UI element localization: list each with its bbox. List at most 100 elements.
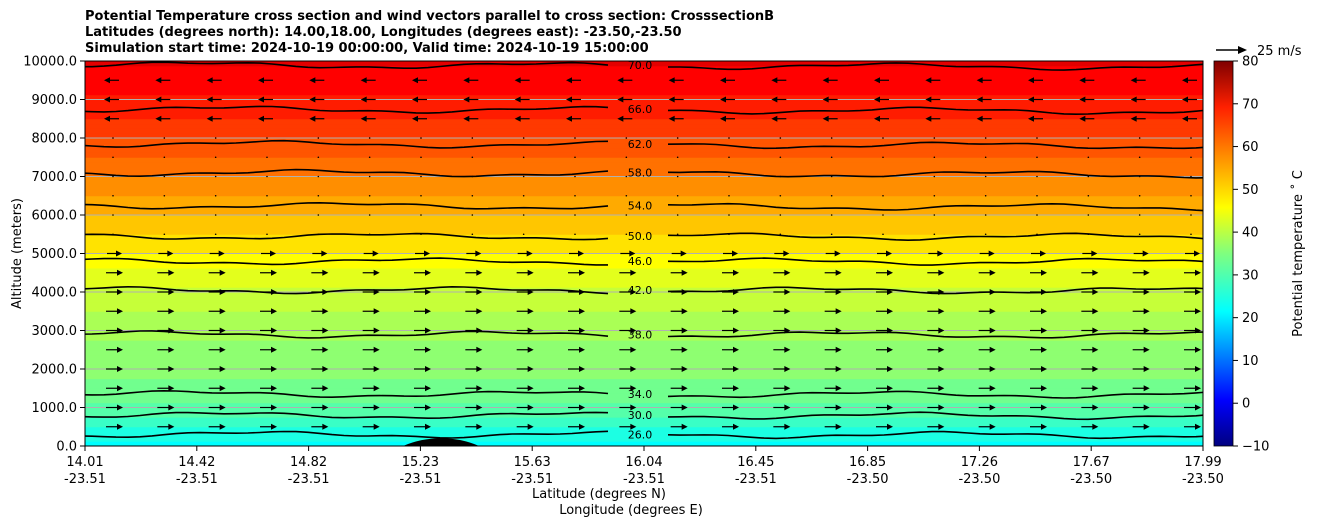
wind-vector-head	[425, 404, 431, 411]
wind-vector-head	[168, 346, 175, 353]
wind-vector-head	[322, 385, 329, 392]
wind-vector-dot	[625, 194, 628, 197]
wind-vector-head	[322, 346, 329, 353]
temperature-band	[85, 344, 1203, 351]
temperature-band	[85, 118, 1203, 125]
wind-vector-dot	[522, 194, 525, 197]
wind-vector-head	[976, 115, 983, 122]
wind-vector-dot	[266, 214, 268, 216]
wind-vector-head	[629, 250, 636, 257]
temperature-band	[85, 258, 1203, 264]
wind-vector-head	[681, 346, 688, 353]
colorbar	[1213, 60, 1234, 447]
wind-vector-head	[271, 423, 277, 430]
wind-vector-head	[630, 269, 637, 276]
temperature-band	[85, 267, 1203, 274]
wind-vector-head	[887, 308, 893, 315]
wind-vector-dot	[1138, 214, 1141, 216]
temperature-band	[85, 287, 1203, 293]
wind-vector-head	[1092, 289, 1099, 295]
wind-vector-head	[1182, 77, 1188, 84]
colorbar-tick-label: 50	[1242, 183, 1259, 198]
temperature-band	[85, 417, 1203, 423]
wind-vector-head	[1142, 250, 1149, 257]
wind-vector-dot	[676, 156, 679, 159]
wind-vector-head	[1143, 366, 1150, 372]
wind-vector-head	[373, 269, 380, 276]
wind-vector-dot	[933, 194, 936, 197]
wind-vector-dot	[1190, 156, 1192, 159]
wind-vector-head	[989, 385, 996, 392]
wind-vector-head	[527, 404, 534, 411]
wind-vector-dot	[420, 175, 422, 178]
wind-vector-head	[822, 77, 829, 84]
contour-line	[667, 411, 1203, 421]
wind-vector-dot	[728, 214, 730, 216]
wind-vector-dot	[984, 156, 987, 159]
wind-vector-head	[630, 346, 637, 353]
wind-vector-head	[835, 423, 842, 430]
wind-vector-dot	[625, 233, 628, 236]
wind-vector-head	[219, 385, 226, 392]
wind-vector-dot	[368, 194, 371, 197]
wind-vector-head	[835, 385, 842, 392]
wind-vector-head	[476, 366, 483, 372]
wind-vector-dot	[420, 156, 422, 159]
wind-vector-head	[938, 423, 945, 430]
contour-line	[85, 285, 609, 295]
wind-vector-head	[425, 346, 431, 353]
wind-vector-dot	[625, 214, 628, 216]
x-tick-label-lat: 14.42	[178, 455, 215, 470]
wind-vector-head	[630, 308, 637, 315]
wind-vector-head	[887, 346, 893, 353]
temperature-band	[85, 397, 1203, 404]
wind-vector-dot	[368, 233, 371, 236]
temperature-band	[85, 243, 1203, 250]
wind-vector-dot	[1036, 137, 1038, 139]
wind-vector-dot	[163, 137, 166, 139]
temperature-band	[85, 186, 1203, 192]
temperature-band	[85, 306, 1203, 312]
temperature-band	[85, 133, 1203, 139]
wind-vector-head	[271, 346, 277, 353]
wind-vector-head	[476, 346, 483, 353]
wind-vector-head	[630, 289, 637, 295]
wind-vector-head	[373, 327, 380, 334]
x-axis-label-lat: Latitude (degrees N)	[532, 487, 666, 502]
wind-vector-head	[373, 366, 380, 372]
wind-vector-dot	[420, 214, 422, 216]
wind-vector-head	[1041, 346, 1047, 353]
wind-vector-dot	[471, 233, 474, 236]
x-tick-label-lon: -23.51	[288, 472, 330, 487]
wind-vector-head	[104, 77, 110, 84]
wind-vector-head	[1092, 366, 1099, 372]
wind-vector-head	[117, 308, 123, 315]
wind-vector-head	[1079, 96, 1086, 103]
wind-vector-dot	[1087, 233, 1090, 236]
wind-vector-head	[360, 115, 367, 122]
wind-vector-head	[1195, 423, 1201, 430]
wind-vector-dot	[522, 233, 525, 236]
contour-label: 58.0	[628, 167, 653, 180]
wind-vector-head	[168, 385, 175, 392]
temperature-band	[85, 301, 1203, 307]
wind-vector-head	[579, 346, 585, 353]
wind-vector-head	[681, 327, 688, 334]
wind-vector-head	[784, 327, 791, 334]
wind-vector-dot	[317, 175, 320, 178]
wind-vector-dot	[1087, 175, 1090, 178]
wind-vector-head	[784, 385, 791, 392]
vector-key-label: 25 m/s	[1257, 44, 1302, 59]
wind-vector-head	[412, 96, 418, 103]
wind-vector-head	[1143, 423, 1150, 430]
wind-vector-dot	[882, 175, 884, 178]
wind-vector-head	[425, 385, 431, 392]
wind-vector-head	[938, 269, 945, 276]
wind-vector-head	[579, 423, 585, 430]
wind-vector-head	[526, 250, 533, 257]
wind-vector-dot	[1190, 214, 1192, 216]
wind-vector-head	[117, 327, 123, 334]
wind-vector-head	[412, 77, 418, 84]
wind-vector-head	[1195, 385, 1201, 392]
wind-vector-head	[322, 327, 329, 334]
